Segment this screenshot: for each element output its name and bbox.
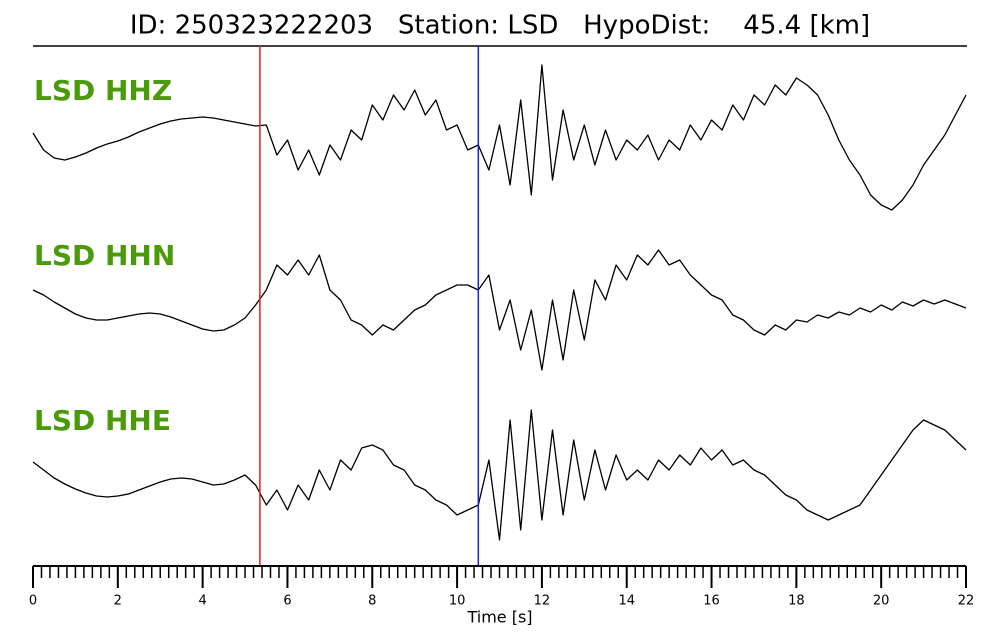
x-tick-label: 22 xyxy=(958,594,975,609)
trace xyxy=(32,249,967,371)
x-tick-label: 6 xyxy=(283,594,291,609)
trace xyxy=(32,409,967,541)
x-tick-label: 16 xyxy=(703,594,720,609)
x-tick-label: 4 xyxy=(198,594,206,609)
x-tick-label: 18 xyxy=(788,594,805,609)
x-tick-label: 2 xyxy=(114,594,122,609)
x-tick-label: 10 xyxy=(449,594,466,609)
x-tick-label: 8 xyxy=(368,594,376,609)
trace-label: LSD HHE xyxy=(34,404,171,437)
trace-label: LSD HHZ xyxy=(34,74,172,107)
x-axis-label: Time [s] xyxy=(466,608,532,627)
x-tick-label: 20 xyxy=(873,594,890,609)
trace-label: LSD HHN xyxy=(34,239,175,272)
x-tick-label: 14 xyxy=(618,594,635,609)
x-tick-label: 12 xyxy=(534,594,551,609)
chart-title: ID: 250323222203 Station: LSD HypoDist: … xyxy=(130,11,870,41)
trace xyxy=(32,64,967,211)
x-tick-label: 0 xyxy=(29,594,37,609)
